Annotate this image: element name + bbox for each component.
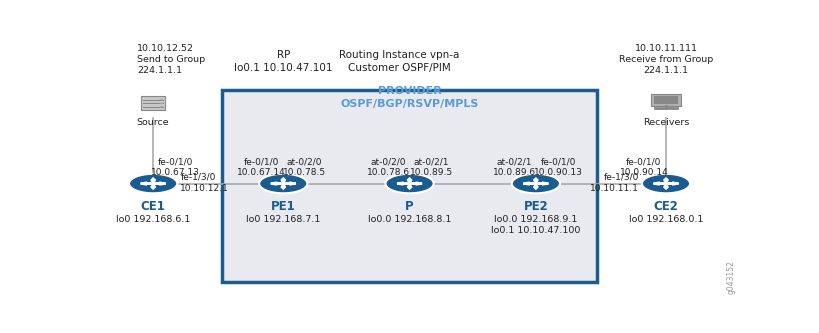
Text: lo0.0 192.168.8.1: lo0.0 192.168.8.1 [368, 215, 451, 224]
Circle shape [160, 103, 163, 104]
Text: CE2: CE2 [654, 200, 678, 213]
Circle shape [512, 174, 560, 193]
Circle shape [533, 182, 538, 184]
Text: lo0.0 192.168.9.1
lo0.1 10.10.47.100: lo0.0 192.168.9.1 lo0.1 10.10.47.100 [491, 215, 581, 235]
FancyBboxPatch shape [141, 96, 165, 110]
Text: PROVIDER
OSPF/BGP/RSVP/MPLS: PROVIDER OSPF/BGP/RSVP/MPLS [341, 86, 479, 109]
FancyArrow shape [285, 183, 296, 184]
FancyArrow shape [664, 178, 668, 183]
FancyArrow shape [668, 183, 679, 184]
FancyArrow shape [141, 183, 152, 184]
Circle shape [151, 182, 156, 184]
FancyArrow shape [534, 178, 538, 183]
FancyArrow shape [271, 183, 282, 184]
FancyArrow shape [151, 184, 156, 188]
FancyArrow shape [411, 183, 422, 184]
Text: Source: Source [137, 118, 170, 127]
Text: Receivers: Receivers [643, 118, 690, 127]
Text: lo0 192.168.6.1: lo0 192.168.6.1 [116, 215, 190, 224]
Circle shape [160, 99, 163, 101]
FancyArrow shape [664, 184, 668, 188]
FancyBboxPatch shape [654, 96, 678, 104]
Text: at-0/2/1
10.0.89.5: at-0/2/1 10.0.89.5 [410, 158, 453, 177]
Text: RP
lo0.1 10.10.47.101: RP lo0.1 10.10.47.101 [234, 50, 333, 73]
FancyBboxPatch shape [222, 90, 598, 282]
FancyArrow shape [654, 183, 664, 184]
FancyArrow shape [407, 178, 412, 183]
Circle shape [386, 174, 434, 193]
FancyArrow shape [281, 178, 286, 183]
FancyArrow shape [151, 178, 156, 183]
Text: fe-0/1/0
10.0.90.13: fe-0/1/0 10.0.90.13 [533, 158, 582, 177]
Text: fe-0/1/0
10.0.67.13: fe-0/1/0 10.0.67.13 [151, 158, 200, 177]
FancyArrow shape [397, 183, 408, 184]
Circle shape [663, 182, 668, 184]
Text: fe-0/1/0
10.0.67.14: fe-0/1/0 10.0.67.14 [237, 158, 286, 177]
FancyArrow shape [538, 183, 549, 184]
Text: lo0 192.168.0.1: lo0 192.168.0.1 [629, 215, 704, 224]
Text: 10.10.11.111
Receive from Group
224.1.1.1: 10.10.11.111 Receive from Group 224.1.1.… [619, 44, 713, 75]
FancyArrow shape [407, 184, 412, 188]
Text: at-0/2/1
10.0.89.6: at-0/2/1 10.0.89.6 [493, 158, 536, 177]
Circle shape [160, 106, 163, 108]
Text: fe-1/3/0
10.10.12.1: fe-1/3/0 10.10.12.1 [180, 172, 229, 192]
FancyArrow shape [155, 183, 165, 184]
FancyArrow shape [281, 184, 286, 188]
FancyArrow shape [523, 183, 534, 184]
Circle shape [259, 174, 307, 193]
FancyArrow shape [534, 184, 538, 188]
Text: PE1: PE1 [271, 200, 296, 213]
Circle shape [281, 182, 286, 184]
Circle shape [642, 174, 690, 193]
Text: fe-0/1/0
10.0.90.14: fe-0/1/0 10.0.90.14 [619, 158, 668, 177]
Text: PE2: PE2 [523, 200, 548, 213]
Text: 10.10.12.52
Send to Group
224.1.1.1: 10.10.12.52 Send to Group 224.1.1.1 [138, 44, 206, 75]
Text: g043152: g043152 [726, 260, 735, 294]
Circle shape [129, 174, 177, 193]
Text: fe-1/3/0
10.10.11.1: fe-1/3/0 10.10.11.1 [590, 172, 639, 192]
Text: at-0/2/0
10.0.78.6: at-0/2/0 10.0.78.6 [367, 158, 410, 177]
Text: P: P [405, 200, 414, 213]
Text: Routing Instance vpn-a
Customer OSPF/PIM: Routing Instance vpn-a Customer OSPF/PIM [339, 50, 459, 73]
Text: at-0/2/0
10.0.78.5: at-0/2/0 10.0.78.5 [283, 158, 326, 177]
Text: CE1: CE1 [141, 200, 165, 213]
Text: lo0 192.168.7.1: lo0 192.168.7.1 [246, 215, 320, 224]
FancyBboxPatch shape [651, 94, 681, 106]
Circle shape [407, 182, 412, 184]
